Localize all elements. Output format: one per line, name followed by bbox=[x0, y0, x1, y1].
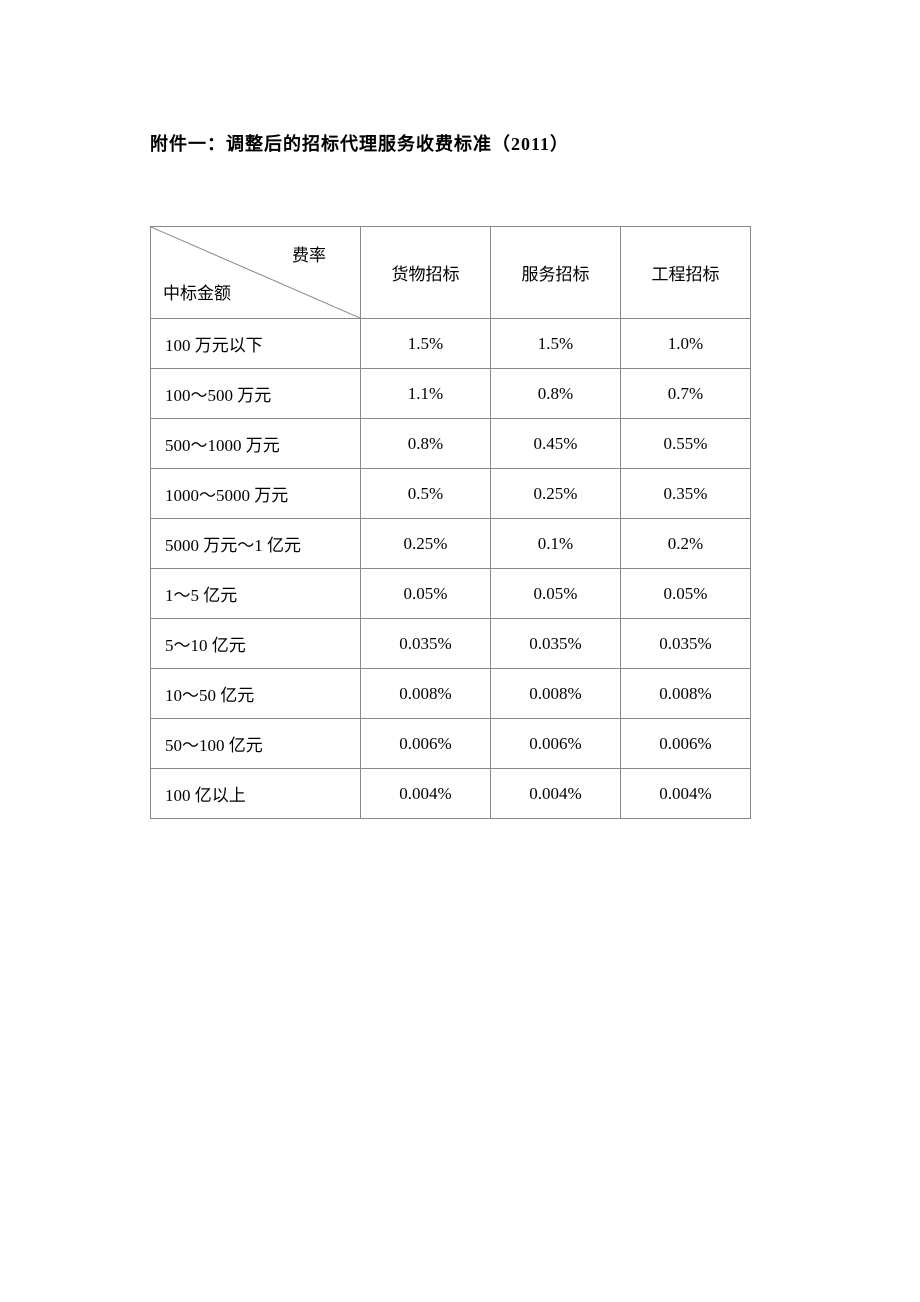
cell-value: 1.1% bbox=[361, 369, 491, 419]
cell-value: 0.004% bbox=[491, 769, 621, 819]
row-label: 10～50 亿元 bbox=[151, 669, 361, 719]
table-row: 10～50 亿元 0.008% 0.008% 0.008% bbox=[151, 669, 751, 719]
diag-bottom-label: 中标金额 bbox=[163, 279, 231, 304]
cell-value: 0.55% bbox=[621, 419, 751, 469]
page-title: 附件一：调整后的招标代理服务收费标准（2011） bbox=[150, 130, 770, 156]
table-header-row: 费率 中标金额 货物招标 服务招标 工程招标 bbox=[151, 227, 751, 319]
col-header: 工程招标 bbox=[621, 227, 751, 319]
cell-value: 0.035% bbox=[621, 619, 751, 669]
row-label: 100～500 万元 bbox=[151, 369, 361, 419]
cell-value: 0.004% bbox=[621, 769, 751, 819]
cell-value: 0.05% bbox=[621, 569, 751, 619]
cell-value: 0.35% bbox=[621, 469, 751, 519]
cell-value: 0.25% bbox=[491, 469, 621, 519]
table-row: 5～10 亿元 0.035% 0.035% 0.035% bbox=[151, 619, 751, 669]
row-label: 100 万元以下 bbox=[151, 319, 361, 369]
fee-rate-table: 费率 中标金额 货物招标 服务招标 工程招标 100 万元以下 1.5% 1.5… bbox=[150, 226, 751, 819]
cell-value: 0.25% bbox=[361, 519, 491, 569]
table-body: 100 万元以下 1.5% 1.5% 1.0% 100～500 万元 1.1% … bbox=[151, 319, 751, 819]
diag-top-label: 费率 bbox=[292, 241, 326, 266]
row-label: 50～100 亿元 bbox=[151, 719, 361, 769]
table-row: 5000 万元～1 亿元 0.25% 0.1% 0.2% bbox=[151, 519, 751, 569]
cell-value: 0.008% bbox=[621, 669, 751, 719]
cell-value: 0.1% bbox=[491, 519, 621, 569]
cell-value: 0.8% bbox=[491, 369, 621, 419]
table-row: 50～100 亿元 0.006% 0.006% 0.006% bbox=[151, 719, 751, 769]
cell-value: 0.2% bbox=[621, 519, 751, 569]
table-row: 500～1000 万元 0.8% 0.45% 0.55% bbox=[151, 419, 751, 469]
table-row: 100 万元以下 1.5% 1.5% 1.0% bbox=[151, 319, 751, 369]
cell-value: 0.004% bbox=[361, 769, 491, 819]
cell-value: 0.5% bbox=[361, 469, 491, 519]
cell-value: 0.7% bbox=[621, 369, 751, 419]
table-row: 100～500 万元 1.1% 0.8% 0.7% bbox=[151, 369, 751, 419]
cell-value: 0.45% bbox=[491, 419, 621, 469]
cell-value: 0.035% bbox=[491, 619, 621, 669]
table-row: 1000～5000 万元 0.5% 0.25% 0.35% bbox=[151, 469, 751, 519]
row-label: 100 亿以上 bbox=[151, 769, 361, 819]
row-label: 1～5 亿元 bbox=[151, 569, 361, 619]
cell-value: 0.05% bbox=[361, 569, 491, 619]
row-label: 5000 万元～1 亿元 bbox=[151, 519, 361, 569]
cell-value: 0.006% bbox=[621, 719, 751, 769]
table-row: 1～5 亿元 0.05% 0.05% 0.05% bbox=[151, 569, 751, 619]
diagonal-header-cell: 费率 中标金额 bbox=[151, 227, 361, 319]
cell-value: 1.5% bbox=[491, 319, 621, 369]
table-row: 100 亿以上 0.004% 0.004% 0.004% bbox=[151, 769, 751, 819]
cell-value: 0.035% bbox=[361, 619, 491, 669]
cell-value: 0.008% bbox=[491, 669, 621, 719]
diagonal-line-icon bbox=[151, 227, 360, 318]
col-header: 货物招标 bbox=[361, 227, 491, 319]
row-label: 5～10 亿元 bbox=[151, 619, 361, 669]
cell-value: 0.006% bbox=[491, 719, 621, 769]
row-label: 1000～5000 万元 bbox=[151, 469, 361, 519]
cell-value: 1.0% bbox=[621, 319, 751, 369]
cell-value: 0.05% bbox=[491, 569, 621, 619]
cell-value: 0.006% bbox=[361, 719, 491, 769]
row-label: 500～1000 万元 bbox=[151, 419, 361, 469]
col-header: 服务招标 bbox=[491, 227, 621, 319]
cell-value: 0.8% bbox=[361, 419, 491, 469]
cell-value: 0.008% bbox=[361, 669, 491, 719]
cell-value: 1.5% bbox=[361, 319, 491, 369]
